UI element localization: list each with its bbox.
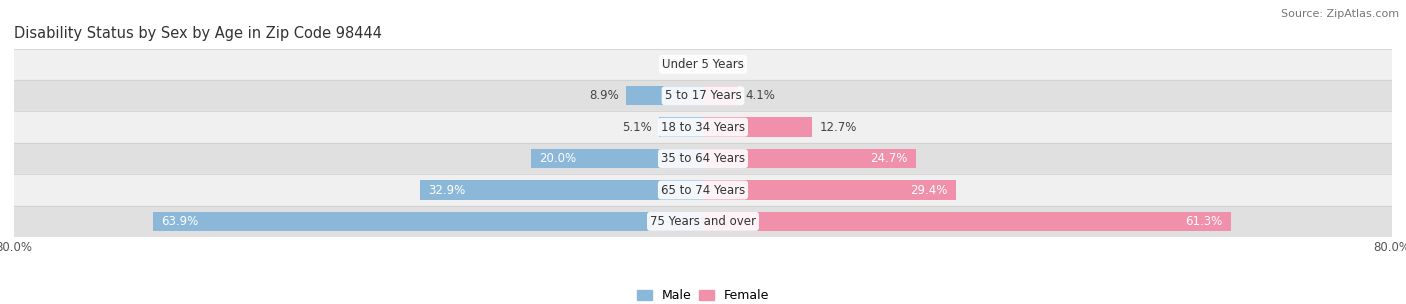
Bar — [703, 86, 738, 105]
Bar — [14, 49, 1392, 80]
Legend: Male, Female: Male, Female — [637, 289, 769, 302]
Text: 0.0%: 0.0% — [716, 58, 745, 71]
Text: 20.0%: 20.0% — [540, 152, 576, 165]
Bar — [703, 212, 1230, 231]
Bar — [14, 143, 1392, 174]
Text: Disability Status by Sex by Age in Zip Code 98444: Disability Status by Sex by Age in Zip C… — [14, 26, 382, 40]
Bar — [14, 174, 1392, 206]
Bar — [659, 117, 703, 137]
Text: 18 to 34 Years: 18 to 34 Years — [661, 121, 745, 134]
Bar — [703, 117, 813, 137]
Bar — [531, 149, 703, 168]
Bar — [626, 86, 703, 105]
Text: 75 Years and over: 75 Years and over — [650, 215, 756, 228]
Bar — [419, 180, 703, 200]
Text: Source: ZipAtlas.com: Source: ZipAtlas.com — [1281, 9, 1399, 19]
Bar — [14, 112, 1392, 143]
Text: 12.7%: 12.7% — [820, 121, 856, 134]
Bar — [14, 206, 1392, 237]
Text: 0.0%: 0.0% — [661, 58, 690, 71]
Text: 4.1%: 4.1% — [745, 89, 775, 102]
Text: 65 to 74 Years: 65 to 74 Years — [661, 184, 745, 196]
Bar — [153, 212, 703, 231]
Bar — [703, 149, 915, 168]
Bar — [703, 180, 956, 200]
Text: 29.4%: 29.4% — [910, 184, 948, 196]
Text: 5.1%: 5.1% — [623, 121, 652, 134]
Text: 5 to 17 Years: 5 to 17 Years — [665, 89, 741, 102]
Text: 63.9%: 63.9% — [162, 215, 198, 228]
Text: 35 to 64 Years: 35 to 64 Years — [661, 152, 745, 165]
Text: 24.7%: 24.7% — [870, 152, 907, 165]
Text: Under 5 Years: Under 5 Years — [662, 58, 744, 71]
Text: 8.9%: 8.9% — [589, 89, 620, 102]
Bar — [14, 80, 1392, 112]
Text: 61.3%: 61.3% — [1185, 215, 1222, 228]
Text: 32.9%: 32.9% — [429, 184, 465, 196]
